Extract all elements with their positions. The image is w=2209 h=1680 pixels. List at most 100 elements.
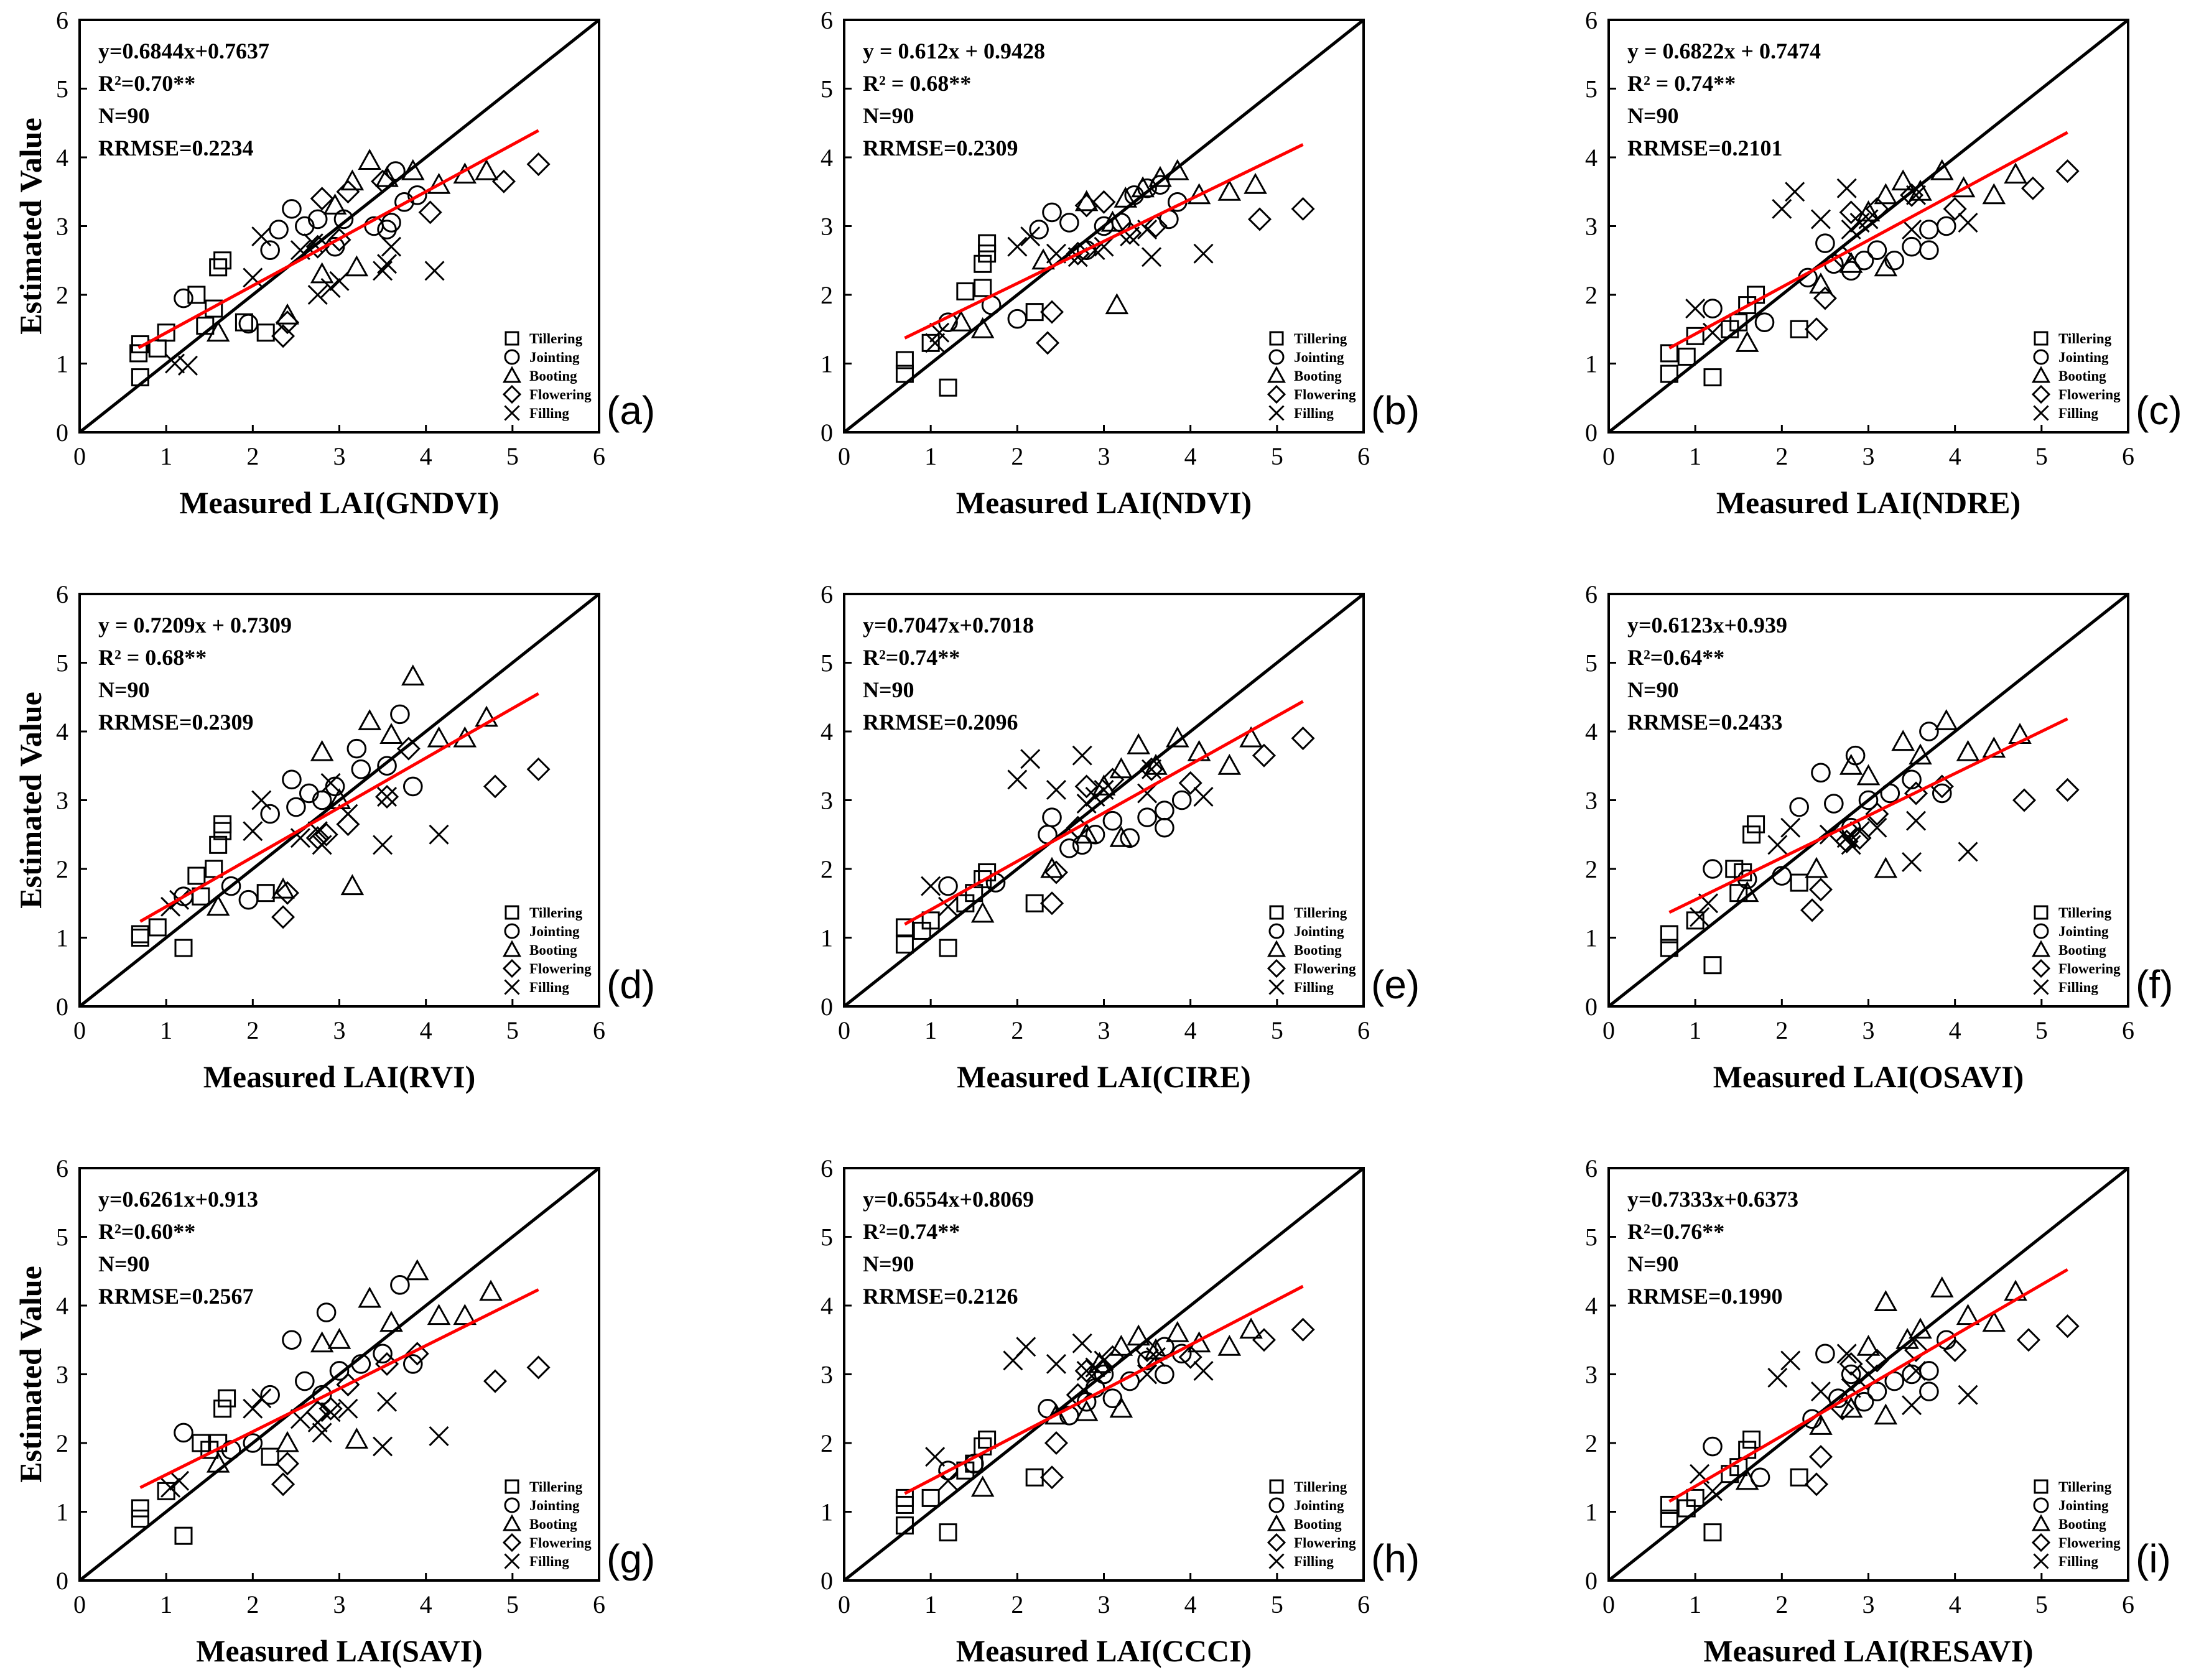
point-tillering <box>1747 815 1765 833</box>
y-tick-label: 0 <box>821 1567 833 1595</box>
point-flowering <box>2016 1328 2040 1352</box>
one-to-one-line <box>80 594 599 1006</box>
x-tick-label: 4 <box>420 1590 432 1618</box>
point-flowering <box>1252 743 1276 768</box>
point-tillering <box>131 1499 149 1518</box>
point-booting <box>405 1259 429 1281</box>
sample-size: N=90 <box>863 1251 914 1276</box>
panel-letter: (b) <box>1371 388 1420 433</box>
legend-marker-filling <box>504 405 520 421</box>
legend-marker-filling <box>504 1553 520 1569</box>
point-flowering <box>1100 768 1125 792</box>
panel-letter: (g) <box>607 1536 655 1581</box>
x-tick-label: 3 <box>1098 1016 1110 1044</box>
y-tick-label: 0 <box>56 1567 68 1595</box>
legend-label-jointing: Jointing <box>529 1498 580 1513</box>
point-jointing <box>1772 866 1792 886</box>
x-tick-label: 3 <box>1863 442 1875 470</box>
point-tillering <box>213 1399 232 1418</box>
point-flowering <box>483 1369 508 1393</box>
point-jointing <box>1155 801 1174 820</box>
point-filling <box>329 271 350 291</box>
point-tillering <box>1660 925 1678 944</box>
y-tick-label: 1 <box>1585 350 1597 378</box>
point-tillering <box>895 364 914 383</box>
point-tillering <box>939 1523 957 1542</box>
point-jointing <box>1936 216 1956 236</box>
y-tick-label: 5 <box>56 649 68 677</box>
point-filling <box>1020 226 1041 247</box>
point-filling <box>1193 1360 1214 1381</box>
point-booting <box>1239 1317 1263 1339</box>
legend-marker-booting <box>502 366 522 383</box>
x-tick-label: 2 <box>1775 1016 1788 1044</box>
x-tick-label: 5 <box>506 442 519 470</box>
one-to-one-line <box>844 20 1364 432</box>
point-filling <box>1906 185 1927 205</box>
point-jointing <box>1703 859 1723 879</box>
y-tick-label: 2 <box>56 1429 68 1457</box>
x-tick-label: 4 <box>1184 442 1197 470</box>
legend-label-jointing: Jointing <box>2058 1498 2109 1513</box>
point-jointing <box>1059 838 1079 858</box>
point-tillering <box>895 1516 914 1535</box>
point-booting <box>1040 856 1064 878</box>
panel-e: 00 1 1 2 2 3 3 4 4 5 5 6 6 y=0.7047x+0.7018 R²=0.74** N… <box>821 580 1420 1094</box>
point-booting <box>1934 709 1958 730</box>
x-tick-label: 4 <box>1949 1590 1961 1618</box>
y-tick-label: 2 <box>1585 281 1597 309</box>
legend-label-filling: Filling <box>529 406 569 421</box>
y-tick-label: 5 <box>821 1223 833 1251</box>
regression-line <box>137 129 539 350</box>
point-tillering <box>921 333 940 352</box>
point-filling <box>1016 1337 1036 1357</box>
point-flowering <box>491 169 516 193</box>
point-booting <box>1956 1304 1980 1325</box>
y-tick-label: 1 <box>56 924 68 952</box>
y-tick-label: 3 <box>1585 1361 1597 1389</box>
point-booting <box>1165 726 1189 748</box>
point-flowering <box>2055 777 2080 802</box>
point-filling <box>1007 769 1028 790</box>
point-flowering <box>396 736 421 761</box>
point-flowering <box>336 180 360 204</box>
y-tick-label: 3 <box>56 1361 68 1389</box>
y-tick-label: 5 <box>56 75 68 103</box>
point-filling <box>1690 907 1710 927</box>
legend-label-filling: Filling <box>529 980 569 995</box>
point-flowering <box>271 324 295 348</box>
point-filling <box>1772 198 1792 219</box>
point-tillering <box>131 925 149 944</box>
point-flowering <box>1804 317 1829 341</box>
point-booting <box>1839 753 1863 775</box>
point-flowering <box>1291 1317 1315 1342</box>
point-filling <box>1193 786 1214 807</box>
sample-size: N=90 <box>1627 677 1679 702</box>
x-axis-label: Measured LAI(OSAVI) <box>1713 1059 2024 1094</box>
y-tick-label: 4 <box>1585 1292 1597 1320</box>
point-jointing <box>238 889 259 910</box>
point-flowering <box>526 1355 551 1380</box>
legend-marker-booting <box>2031 1514 2051 1531</box>
point-flowering <box>1839 200 1863 225</box>
point-booting <box>1148 165 1172 187</box>
legend-label-booting: Booting <box>1294 368 1342 384</box>
point-booting <box>1909 1317 1932 1339</box>
point-filling <box>1142 759 1162 779</box>
legend-label-jointing: Jointing <box>2058 924 2109 939</box>
y-tick-label: 1 <box>1585 924 1597 952</box>
point-booting <box>970 901 995 923</box>
point-filling <box>251 790 272 810</box>
panel-letter: (f) <box>2136 962 2173 1007</box>
legend-label-jointing: Jointing <box>1294 350 1344 365</box>
y-tick-label: 4 <box>1585 718 1597 746</box>
y-tick-label: 0 <box>56 993 68 1021</box>
point-flowering <box>1039 300 1064 324</box>
point-jointing <box>260 240 280 260</box>
panel-h: 00 1 1 2 2 3 3 4 4 5 5 6 6 y=0.6554x+0.8069 R²=0.74** N… <box>821 1154 1420 1668</box>
panel-c: 00 1 1 2 2 3 3 4 4 5 5 6 6 y = 0.6822x + 0.7474 R² = 0… <box>1585 6 2182 520</box>
y-tick-label: 5 <box>821 649 833 677</box>
point-flowering <box>1904 1338 1928 1362</box>
point-jointing <box>269 220 289 239</box>
x-axis-label: Measured LAI(RVI) <box>203 1059 476 1094</box>
